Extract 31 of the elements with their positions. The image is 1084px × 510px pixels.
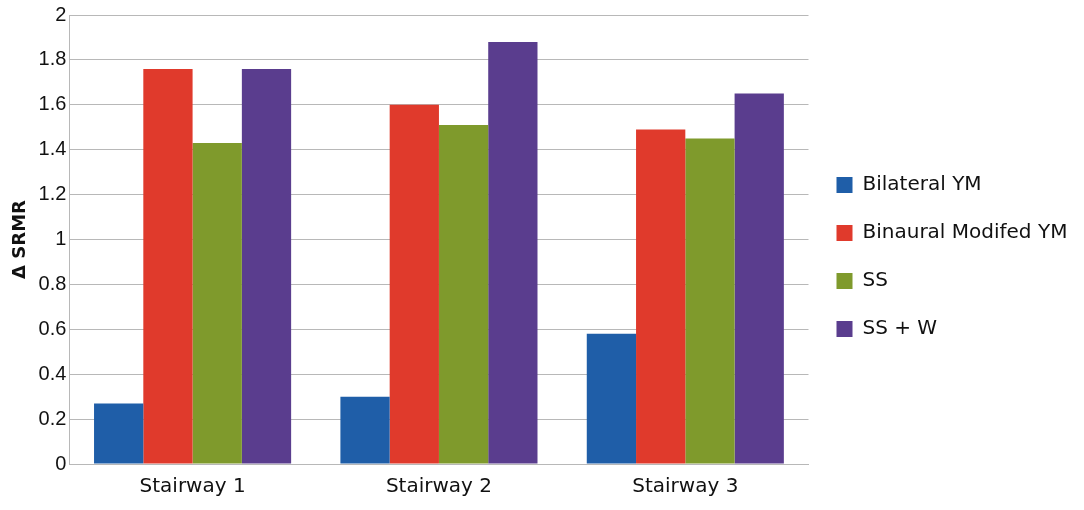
bar — [734, 93, 784, 464]
y-axis-title: Δ SRMR — [8, 199, 30, 279]
x-tick-label: Stairway 3 — [632, 473, 739, 498]
x-tick-label: Stairway 2 — [385, 473, 493, 498]
bar — [94, 403, 144, 464]
y-tick-label: 0.6 — [38, 316, 67, 339]
y-tick-label: 1.8 — [38, 47, 67, 70]
y-tick-label: 1 — [55, 227, 67, 250]
bar — [340, 396, 390, 464]
y-tick-label: 1.2 — [38, 182, 67, 205]
legend-label: Binaural Modifed YM — [862, 219, 1068, 244]
y-tick-label: 2 — [55, 2, 67, 25]
bar — [586, 333, 637, 464]
bar — [192, 142, 242, 464]
x-tick-label: Stairway 1 — [139, 473, 246, 498]
bar — [143, 68, 193, 464]
legend-label: Bilateral YM — [862, 171, 982, 196]
bar — [685, 138, 735, 464]
y-tick-label: 0.2 — [38, 406, 67, 429]
bar — [241, 68, 292, 464]
legend-label: SS + W — [862, 315, 938, 340]
y-tick-label: 1.6 — [38, 92, 67, 115]
legend-label: SS — [862, 267, 888, 292]
y-tick-label: 0.4 — [38, 361, 67, 384]
bar — [488, 41, 538, 464]
bar — [636, 129, 686, 464]
y-tick-label: 0.8 — [38, 271, 67, 294]
y-tick-label: 1.4 — [38, 137, 67, 160]
bar — [438, 125, 489, 464]
bar — [389, 104, 439, 464]
y-tick-label: 0 — [55, 451, 67, 474]
